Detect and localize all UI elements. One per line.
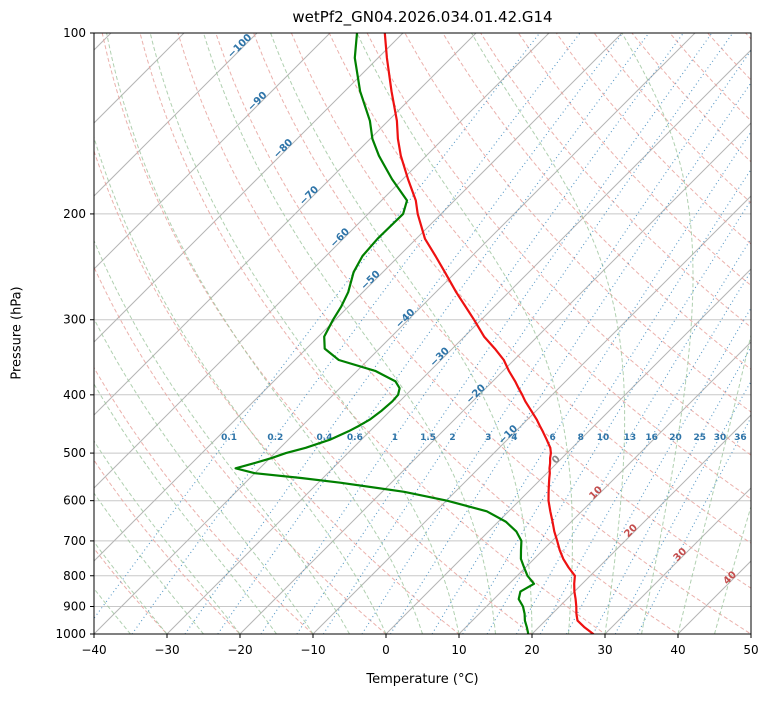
dewpoint-profile-line: [234, 33, 536, 634]
y-tick-label: 700: [63, 534, 86, 548]
isotherm-label: 10: [587, 484, 605, 502]
mixing-ratio-label: 3: [485, 433, 491, 443]
mixing-ratio-label: 30: [714, 433, 727, 443]
x-tick-label: −40: [81, 643, 106, 657]
mixing-ratio-label: 0.1: [221, 433, 237, 443]
mixing-ratio-label: 16: [645, 433, 658, 443]
mixing-ratio-label: 13: [624, 433, 637, 443]
isotherm-label: −80: [272, 137, 296, 161]
isotherm-label: −50: [359, 269, 383, 293]
isotherm-label: −60: [328, 226, 352, 250]
mixing-ratio-label: 10: [597, 433, 610, 443]
x-tick-label: 0: [382, 643, 390, 657]
isotherm-label: −40: [394, 307, 418, 331]
y-tick-label: 100: [63, 26, 86, 40]
isotherm-label: 30: [672, 546, 690, 564]
x-tick-label: −30: [154, 643, 179, 657]
y-tick-label: 500: [63, 446, 86, 460]
chart-title: wetPf2_GN04.2026.034.01.42.G14: [292, 8, 553, 26]
x-tick-label: 20: [524, 643, 539, 657]
isotherm-label: 20: [622, 522, 640, 540]
x-tick-label: 10: [451, 643, 466, 657]
x-tick-label: 30: [597, 643, 612, 657]
mixing-ratio-label: 25: [694, 433, 707, 443]
mixing-ratio-label: 20: [669, 433, 682, 443]
y-tick-label: 900: [63, 599, 86, 613]
y-tick-label: 400: [63, 388, 86, 402]
y-tick-label: 1000: [55, 627, 86, 641]
mixing-ratio-label: 2: [449, 433, 455, 443]
mixing-ratio-label: 1: [392, 433, 398, 443]
y-tick-label: 800: [63, 569, 86, 583]
isotherm-label: −70: [298, 184, 322, 208]
temperature-profile-line: [383, 33, 595, 634]
mixing-ratio-label: 0.4: [317, 433, 333, 443]
mixing-ratio-label: 4: [511, 433, 517, 443]
y-tick-label: 300: [63, 313, 86, 327]
mixing-ratio-label: 8: [578, 433, 584, 443]
isotherm-label: 0: [550, 454, 563, 467]
y-axis-label: Pressure (hPa): [9, 286, 25, 380]
x-tick-label: 40: [670, 643, 685, 657]
x-tick-label: −20: [227, 643, 252, 657]
y-tick-label: 600: [63, 494, 86, 508]
isotherm-label: −30: [428, 346, 452, 370]
x-tick-label: −10: [300, 643, 325, 657]
isotherm-label: −90: [246, 90, 270, 114]
y-tick-label: 200: [63, 207, 86, 221]
plot-frame: [93, 32, 752, 635]
mixing-ratio-label: 6: [549, 433, 555, 443]
x-axis-label: Temperature (°C): [366, 672, 479, 687]
isotherm-label: −100: [226, 32, 254, 60]
isotherm-label: 40: [721, 569, 739, 587]
mixing-ratio-label: 0.6: [347, 433, 363, 443]
plot-area: 0.1 0.2 0.4 0.6 1 1.5 2 3 4 6 8 10 13 16 20 25 30 36 −100 −…: [94, 32, 751, 634]
x-tick-label: 50: [743, 643, 758, 657]
mixing-ratio-label: 0.2: [267, 433, 283, 443]
mixing-ratio-label: 36: [734, 433, 747, 443]
mixing-ratio-label: 1.5: [420, 433, 436, 443]
